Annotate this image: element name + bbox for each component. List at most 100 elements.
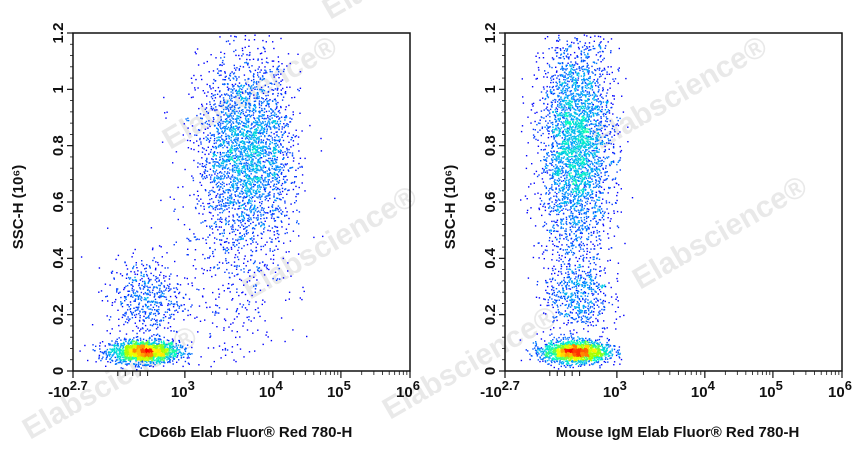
event-point (259, 188, 261, 190)
event-point (102, 353, 105, 355)
event-point (147, 346, 150, 348)
event-point (232, 122, 235, 124)
event-point (272, 161, 274, 163)
event-point (277, 123, 280, 126)
event-point (129, 342, 131, 344)
event-point (237, 134, 240, 136)
event-point (259, 160, 261, 162)
event-point (289, 167, 292, 169)
event-point (148, 351, 150, 353)
event-point (175, 343, 177, 345)
event-point (298, 150, 300, 152)
event-point (258, 66, 260, 68)
event-point (215, 225, 218, 228)
event-point (242, 131, 244, 133)
event-point (190, 77, 193, 79)
event-point (146, 285, 148, 287)
event-point (147, 316, 150, 318)
event-point (163, 354, 165, 356)
event-point (289, 152, 291, 154)
event-point (263, 207, 265, 210)
event-point (256, 97, 259, 100)
event-point (175, 353, 177, 356)
event-point (237, 258, 240, 261)
event-point (130, 355, 133, 357)
event-point (120, 353, 122, 355)
event-point (228, 77, 230, 80)
event-point (230, 123, 233, 125)
event-point (241, 211, 243, 213)
event-point (220, 70, 222, 72)
event-point (126, 268, 129, 270)
event-point (124, 321, 127, 323)
event-point (119, 346, 122, 348)
event-point (212, 164, 214, 167)
event-point (221, 111, 223, 114)
event-point (119, 348, 121, 350)
event-point (260, 122, 263, 124)
event-point (130, 312, 133, 314)
event-point (115, 347, 118, 349)
event-point (133, 363, 135, 365)
event-point (158, 351, 161, 354)
event-point (166, 311, 168, 313)
event-point (233, 184, 235, 186)
event-point (208, 194, 210, 197)
event-point (260, 269, 262, 272)
event-point (208, 123, 210, 126)
event-point (266, 153, 268, 155)
event-point (286, 123, 288, 125)
event-point (234, 151, 237, 153)
event-point (172, 339, 174, 342)
event-point (155, 310, 158, 312)
event-point (163, 285, 165, 287)
event-point (171, 343, 173, 346)
event-point (116, 348, 118, 350)
event-point (229, 202, 232, 205)
event-point (228, 87, 230, 90)
event-point (223, 56, 226, 58)
event-point (139, 343, 142, 345)
event-point (215, 147, 217, 150)
event-point (111, 355, 113, 357)
event-point (271, 205, 273, 208)
event-point (271, 161, 273, 163)
event-point (253, 39, 256, 41)
event-point (276, 134, 278, 136)
event-point (231, 141, 233, 143)
event-point (299, 112, 301, 114)
event-point (147, 359, 149, 362)
event-point (230, 248, 233, 250)
event-point (136, 348, 139, 351)
event-point (122, 347, 124, 349)
event-point (204, 189, 207, 191)
event-point (253, 213, 255, 215)
event-point (252, 148, 255, 150)
event-point (169, 283, 171, 285)
event-point (147, 358, 149, 360)
event-point (112, 348, 115, 351)
event-point (251, 181, 254, 183)
event-point (213, 177, 215, 180)
event-point (158, 354, 161, 356)
event-point (278, 146, 280, 148)
event-point (238, 196, 241, 198)
event-point (272, 100, 274, 102)
event-point (146, 307, 149, 309)
event-point (143, 346, 145, 348)
event-point (272, 174, 274, 176)
event-point (143, 364, 146, 367)
event-point (282, 197, 284, 199)
event-point (228, 189, 230, 191)
event-point (172, 357, 174, 359)
event-point (226, 128, 228, 130)
event-point (281, 163, 283, 165)
event-point (153, 341, 156, 344)
event-point (262, 167, 264, 169)
event-point (151, 353, 154, 356)
event-point (235, 195, 237, 197)
event-point (259, 163, 262, 165)
event-point (201, 123, 204, 125)
event-point (192, 96, 194, 98)
event-point (144, 285, 146, 287)
